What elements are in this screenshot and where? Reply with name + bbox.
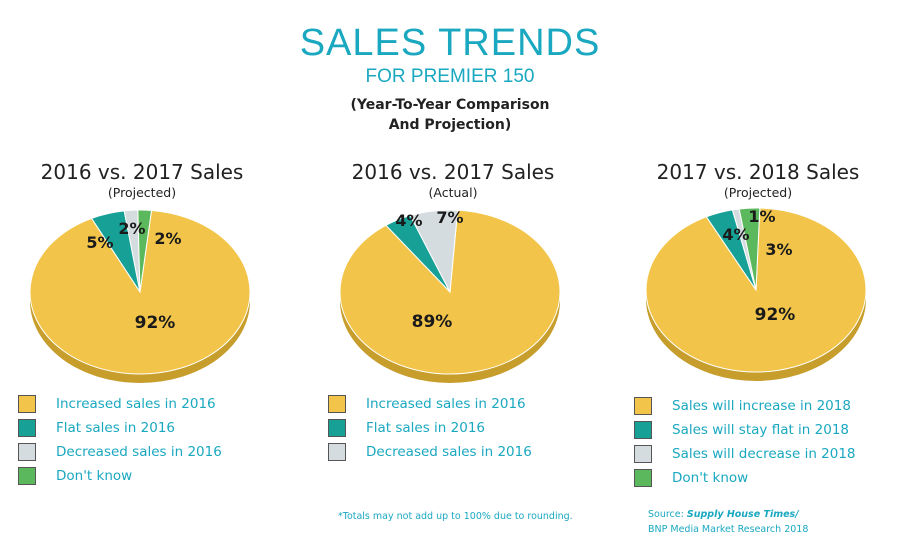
pie-slice-gold [29, 209, 251, 375]
slice-value-label: 2% [118, 219, 145, 238]
slice-value-label: 5% [86, 233, 113, 252]
chart-1-subtitle: (Projected) [107, 185, 177, 200]
comparison-note-line1: (Year-To-Year Comparison [350, 97, 550, 113]
legend-label: Flat sales in 2016 [366, 420, 486, 436]
legend-label: Don't know [672, 470, 749, 486]
legend-label: Sales will increase in 2018 [672, 398, 851, 414]
slice-value-label: 92% [755, 305, 796, 325]
legend-label: Decreased sales in 2016 [366, 444, 532, 460]
chart-3-title: 2017 vs. 2018 Sales [656, 160, 860, 184]
slice-value-label: 4% [395, 211, 422, 230]
slice-value-label: 92% [135, 313, 176, 333]
chart-3-subtitle: (Projected) [723, 185, 793, 200]
legend-label: Increased sales in 2016 [366, 396, 526, 412]
pie-chart-1: 92% 5% 2% 2% [29, 209, 251, 383]
legend-label: Sales will decrease in 2018 [672, 446, 856, 462]
source-prefix: Source: [648, 509, 687, 520]
slice-value-label: 1% [748, 207, 775, 226]
legend-swatch [18, 443, 36, 461]
source-publication: Supply House Times/ [686, 509, 799, 520]
pie-chart-2: 89% 4% 7% [339, 208, 561, 383]
legend-swatch [328, 443, 346, 461]
legend-swatch [634, 397, 652, 415]
source-line-2: BNP Media Market Research 2018 [648, 524, 809, 535]
legend-swatch [328, 395, 346, 413]
pie-slice-green [137, 209, 153, 293]
legend-label: Decreased sales in 2016 [56, 444, 222, 460]
slice-value-label: 4% [722, 225, 749, 244]
page-subtitle: FOR PREMIER 150 [365, 66, 535, 87]
slice-value-label: 3% [765, 240, 792, 259]
legend-swatch [328, 419, 346, 437]
legend-swatch [18, 419, 36, 437]
legend-label: Flat sales in 2016 [56, 420, 176, 436]
legend-label: Sales will stay flat in 2018 [672, 422, 850, 438]
pie-chart-3: 92% 4%1% 3% [645, 207, 867, 381]
legend-label: Increased sales in 2016 [56, 396, 216, 412]
pie-slice-gray [409, 209, 459, 294]
slice-value-label: 89% [412, 312, 453, 332]
chart-1-title: 2016 vs. 2017 Sales [40, 160, 244, 184]
legend-label: Don't know [56, 468, 133, 484]
legend-swatch [18, 467, 36, 485]
pie-slice-green [738, 207, 761, 291]
slice-value-label: 7% [436, 208, 463, 227]
slice-value-label: 2% [154, 229, 181, 248]
footnote: *Totals may not add up to 100% due to ro… [338, 511, 573, 522]
legend-swatch [18, 395, 36, 413]
comparison-note-line2: And Projection) [388, 117, 512, 133]
chart-2-title: 2016 vs. 2017 Sales [351, 160, 555, 184]
legend-swatch [634, 445, 652, 463]
chart-2-subtitle: (Actual) [428, 185, 478, 200]
page-title: SALES TRENDS [299, 22, 601, 64]
legend-swatch [634, 469, 652, 487]
source-line-1: Source: Supply House Times/ [648, 509, 799, 520]
legend-swatch [634, 421, 652, 439]
